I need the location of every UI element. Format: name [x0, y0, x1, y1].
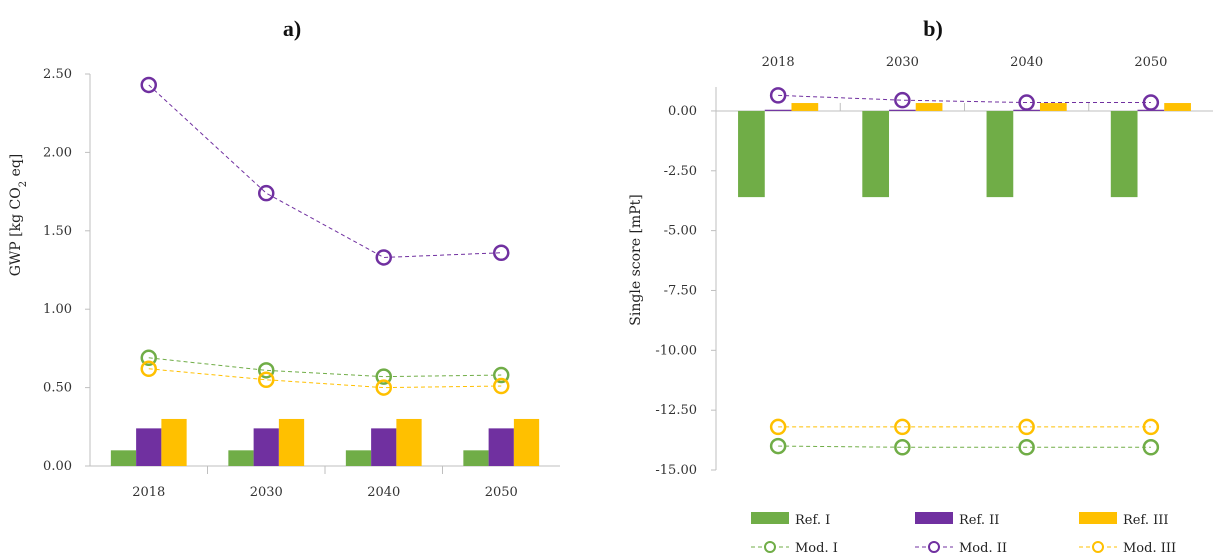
panel-a-marker-mod-iii	[375, 379, 392, 396]
panel-b-y-tick-label: 0.00	[668, 104, 697, 119]
panel-a-bar-ref-iii	[161, 418, 187, 466]
panel-a-bar-ref-iii	[396, 418, 422, 466]
panel-a-marker-mod-iii	[258, 371, 275, 389]
panel-a-bar-ref-ii	[488, 428, 514, 466]
legend-swatch-ref-ii	[915, 512, 953, 524]
panel-b-marker-mod-iii	[1142, 418, 1160, 436]
panel-a-y-tick-label: 1.00	[43, 302, 72, 317]
legend-marker-mod-i	[764, 541, 776, 553]
panel-b-marker-mod-i	[1142, 439, 1160, 456]
panel-a-bar-ref-iii	[278, 418, 305, 466]
panel-b-bar-ref-i	[738, 110, 765, 198]
panel-b-marker-mod-ii	[894, 91, 911, 109]
panel-a-y-axis-label: GWP [kg CO2 eq]	[8, 154, 29, 277]
panel-a-chart: a) GWP [kg CO2 eq] 0.00 0.50 1.00 1.50 2.00 2…	[8, 16, 560, 500]
panel-a-line-mod-iii	[148, 368, 502, 389]
panel-b-bar-ref-ii	[764, 109, 792, 111]
panel-b-y-tick-label: -2.50	[664, 164, 697, 179]
legend-label-mod-ii: Mod. II	[959, 541, 1007, 556]
panel-b-bar-ref-iii	[1164, 103, 1191, 111]
panel-a-marker-mod-ii	[375, 249, 392, 266]
panel-a-bar-ref-i	[110, 450, 137, 466]
panel-a-bar-ref-i	[345, 450, 372, 466]
panel-a-marker-mod-i	[375, 368, 392, 385]
panel-a-x-tick-label: 2018	[132, 485, 165, 500]
panel-a-marker-mod-ii	[140, 76, 157, 94]
panel-b-chart: b) Single score [mPt] 0.00 -2.50 -5.00 -7.5…	[628, 16, 1213, 478]
legend-label-mod-i: Mod. I	[795, 541, 838, 556]
panel-b-marker-mod-iii	[769, 418, 787, 436]
panel-b-bar-ref-i	[986, 110, 1014, 198]
panel-b-x-tick-label: 2030	[886, 55, 919, 70]
panel-b-y-tick-label: -10.00	[655, 343, 697, 358]
panel-a-x-tick-label: 2040	[367, 485, 400, 500]
panel-b-marker-mod-ii	[1142, 94, 1160, 111]
panel-a-title: a)	[283, 16, 301, 41]
legend-label-ref-iii: Ref. III	[1123, 513, 1169, 528]
panel-a-marker-mod-iii	[140, 360, 157, 378]
panel-a-y-tick-label: 2.50	[43, 67, 72, 82]
panel-b-bar-ref-ii	[889, 109, 916, 111]
panel-b-marker-mod-iii	[1018, 418, 1035, 436]
panel-a-bar-ref-ii	[136, 428, 162, 466]
legend-marker-mod-ii	[928, 541, 940, 553]
panel-b-marker-mod-i	[894, 439, 911, 456]
panel-b-bar-ref-iii	[915, 103, 943, 111]
panel-a-y-tick-label: 0.50	[43, 381, 72, 396]
panel-a-bar-ref-i	[228, 450, 254, 466]
panel-b-line-mod-ii	[778, 94, 1151, 104]
panel-b-marker-mod-ii	[1018, 94, 1035, 111]
panel-a-marker-mod-iii	[493, 377, 510, 395]
panel-a-line-mod-i	[148, 357, 502, 378]
panel-a-marker-mod-ii	[258, 184, 275, 202]
panel-a-bar-ref-iii	[513, 418, 540, 466]
panel-b-x-tick-label: 2018	[762, 55, 795, 70]
panel-a-marker-mod-i	[140, 349, 157, 367]
panel-b-bar-ref-iii	[1039, 103, 1067, 111]
panel-b-y-tick-label: -7.50	[664, 283, 697, 298]
panel-b-bar-ref-iii	[791, 103, 819, 111]
panel-a-marker-mod-i	[258, 362, 275, 379]
panel-b-x-tick-label: 2050	[1134, 55, 1167, 70]
panel-b-title: b)	[923, 16, 943, 41]
panel-a-y-tick-label: 0.00	[43, 459, 72, 474]
panel-b-bar-ref-i	[1110, 110, 1138, 198]
panel-a-x-tick-label: 2030	[250, 485, 283, 500]
panel-b-y-axis-label: Single score [mPt]	[628, 194, 644, 325]
panel-a-bar-ref-ii	[371, 428, 397, 466]
legend-swatch-ref-iii	[1079, 512, 1117, 524]
panel-b-bar-ref-i	[862, 110, 890, 198]
legend-label-ref-i: Ref. I	[795, 513, 830, 528]
panel-b-marker-mod-ii	[769, 87, 787, 104]
panel-a-bar-ref-i	[463, 450, 489, 466]
panel-a-y-axis-label-subscript: 2	[18, 181, 29, 187]
panel-b-y-tick-label: -5.00	[664, 224, 697, 239]
panel-a-y-axis-label-main: GWP [kg CO	[8, 187, 24, 276]
panel-b-x-tick-label: 2040	[1010, 55, 1043, 70]
panel-a-bar-ref-ii	[253, 428, 279, 466]
chart-legend: Ref. I Ref. II Ref. III Mod. I Mod. II Mod. I…	[751, 512, 1176, 556]
panel-b-y-tick-label: -15.00	[655, 463, 697, 478]
legend-label-ref-ii: Ref. II	[959, 513, 999, 528]
legend-marker-mod-iii	[1092, 541, 1104, 553]
panel-a-line-mod-ii	[148, 84, 502, 258]
legend-label-mod-iii: Mod. III	[1123, 541, 1176, 556]
panel-a-x-tick-label: 2050	[485, 485, 518, 500]
panel-b-y-tick-label: -12.50	[655, 403, 697, 418]
legend-swatch-ref-i	[751, 512, 789, 524]
panel-b-marker-mod-i	[769, 437, 787, 455]
panel-a-y-axis-label-tail: eq]	[8, 154, 24, 181]
panel-a-y-tick-label: 2.00	[43, 145, 72, 160]
panel-b-marker-mod-i	[1018, 439, 1035, 456]
panel-a-marker-mod-i	[493, 366, 510, 384]
panel-a-y-tick-label: 1.50	[43, 224, 72, 239]
panel-a-marker-mod-ii	[493, 244, 510, 262]
panel-b-line-mod-i	[778, 445, 1151, 448]
panel-b-marker-mod-iii	[894, 418, 911, 436]
